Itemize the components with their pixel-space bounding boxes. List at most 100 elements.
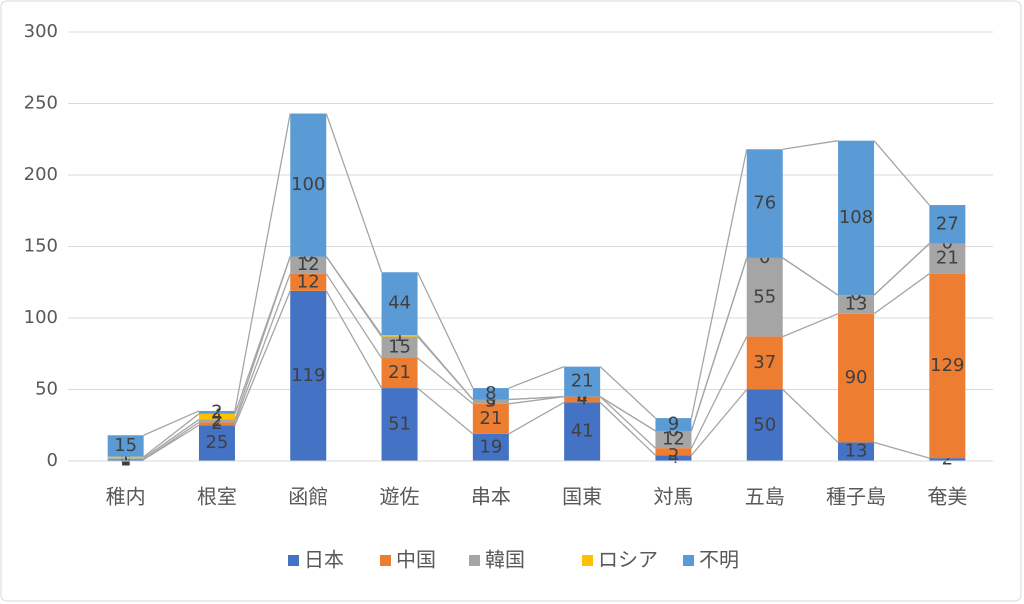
series-line: [690, 257, 748, 432]
data-label: 15: [114, 435, 137, 456]
series-line: [143, 418, 200, 459]
series-line: [873, 273, 930, 315]
x-tick-label: 五島: [745, 485, 785, 509]
legend-swatch: [683, 555, 694, 566]
data-label: 12: [297, 254, 320, 275]
bar-segment: [290, 256, 327, 274]
data-label: 15: [388, 336, 411, 357]
bar-segment: [107, 459, 144, 461]
data-label: 1: [394, 325, 405, 346]
data-label: 1: [120, 448, 131, 469]
data-label: 55: [753, 286, 776, 307]
series-line: [234, 256, 291, 415]
bar-segment: [838, 140, 875, 296]
x-tick-label: 奄美: [927, 485, 967, 509]
bar-segment: [381, 335, 418, 337]
data-label: 108: [839, 207, 873, 228]
data-label: 21: [571, 371, 594, 392]
series-line: [599, 401, 656, 456]
data-label: 2: [211, 413, 222, 434]
x-tick-label: 遊佐: [380, 485, 420, 509]
series-line: [690, 389, 748, 456]
data-label: 90: [845, 367, 868, 388]
bar-segment: [655, 448, 692, 456]
bar-segment: [564, 366, 601, 397]
series-line: [599, 366, 656, 419]
bar-segment: [472, 433, 509, 461]
data-label: 50: [753, 414, 776, 435]
x-tick-label: 串本: [471, 485, 511, 509]
bar-segment: [198, 419, 235, 423]
series-line: [325, 256, 383, 336]
data-label: 2: [211, 410, 222, 431]
data-label: 12: [297, 271, 320, 292]
y-tick-label: 50: [35, 379, 58, 400]
data-label: 21: [479, 408, 502, 429]
legend-label: 不明: [699, 548, 739, 572]
series-line: [234, 113, 291, 412]
bar-segment: [564, 396, 601, 403]
x-tick-label: 稚内: [106, 485, 146, 509]
data-label: 119: [291, 365, 325, 386]
bar-segment: [564, 402, 601, 461]
series-line: [782, 140, 839, 150]
bar-segment: [381, 388, 418, 461]
series-line: [599, 396, 656, 432]
series-line: [325, 113, 383, 273]
legend-swatch: [288, 555, 299, 566]
bar-segment: [472, 388, 509, 400]
series-line: [143, 410, 200, 436]
legend-label: ロシア: [598, 548, 658, 572]
bar-segment: [929, 243, 966, 274]
x-tick-label: 国東: [562, 485, 602, 509]
series-line: [508, 396, 565, 401]
data-label: 2: [942, 449, 953, 470]
data-label: 1: [120, 449, 131, 470]
x-tick-label: 種子島: [826, 485, 886, 509]
data-label: 8: [485, 383, 496, 404]
data-label: 13: [845, 293, 868, 314]
bar-segment: [107, 435, 144, 457]
data-label: 19: [479, 436, 502, 457]
data-label: 27: [936, 213, 959, 234]
bar-segment: [655, 418, 692, 431]
bar-segment: [929, 458, 966, 461]
series-line: [417, 357, 474, 405]
data-label: 1: [120, 446, 131, 467]
data-label: 76: [753, 193, 776, 214]
x-tick-label: 函館: [288, 485, 328, 509]
series-line: [782, 257, 839, 296]
bar-segment: [655, 455, 692, 461]
bar-segment: [838, 442, 875, 461]
data-label: 13: [845, 441, 868, 462]
series-line: [782, 313, 839, 338]
bar-segment: [472, 399, 509, 404]
bar-segment: [290, 273, 327, 291]
series-line: [873, 140, 930, 206]
series-line: [234, 273, 291, 423]
bar-segment: [198, 413, 235, 420]
y-tick-label: 100: [24, 307, 58, 328]
bar-segment: [107, 456, 144, 459]
series-line: [416, 271, 474, 389]
bar-segment: [746, 149, 783, 258]
data-label: 5: [668, 441, 679, 462]
bar-segment: [929, 273, 966, 459]
series-line: [599, 396, 656, 449]
series-line: [143, 421, 200, 461]
data-label: 51: [388, 414, 411, 435]
series-line: [143, 413, 200, 458]
bar-segment: [746, 257, 783, 337]
data-label: 21: [936, 248, 959, 269]
series-line: [325, 273, 383, 359]
legend-swatch: [582, 555, 593, 566]
bar-segment: [107, 458, 144, 460]
series-line: [782, 389, 839, 443]
y-tick-label: 0: [47, 450, 58, 471]
data-label: 9: [668, 414, 679, 435]
y-tick-label: 300: [24, 21, 58, 42]
data-label: 4: [211, 406, 222, 427]
bar-segment: [198, 422, 235, 426]
data-label: 41: [571, 421, 594, 442]
